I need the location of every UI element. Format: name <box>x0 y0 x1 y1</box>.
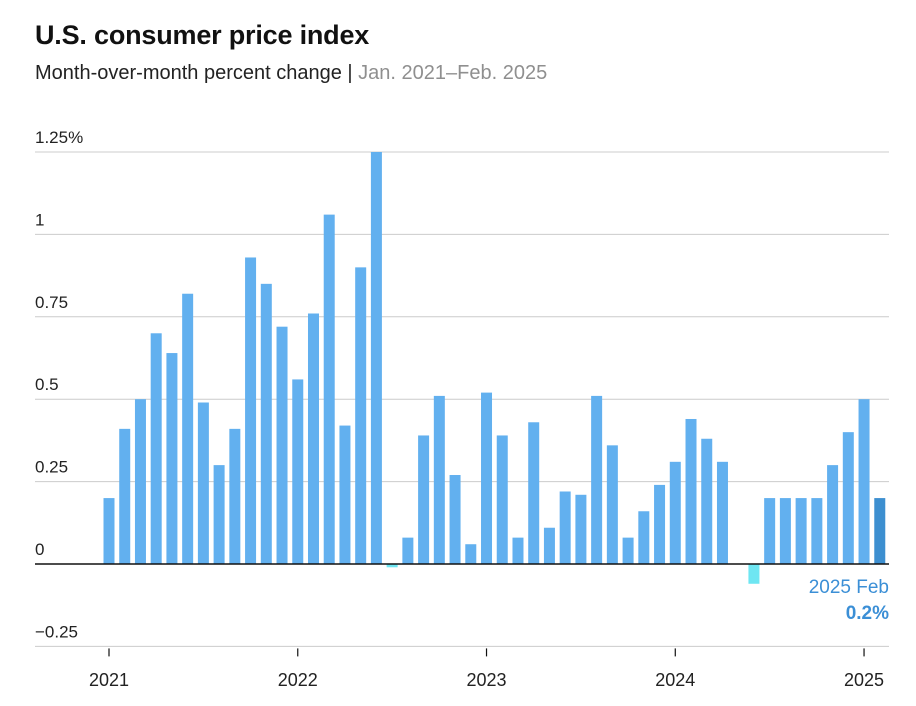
subtitle-main: Month-over-month percent change <box>35 62 342 84</box>
bar <box>638 511 650 564</box>
bar <box>166 353 178 564</box>
bar <box>103 498 115 564</box>
bar <box>134 399 146 564</box>
bar <box>764 498 776 564</box>
chart-subtitle: Month-over-month percent change | Jan. 2… <box>35 62 547 85</box>
grid-layer <box>35 151 889 647</box>
bar <box>858 399 870 564</box>
bar <box>323 214 335 564</box>
x-tick-label: 2024 <box>655 670 695 690</box>
bar <box>827 465 839 564</box>
y-axis: 1.25% 1 0.75 0.5 0.25 0 −0.25 <box>35 128 83 641</box>
bar <box>669 461 681 564</box>
bar <box>386 564 398 568</box>
annotation-date-label: 2025 Feb <box>809 577 889 598</box>
bar <box>182 293 194 564</box>
x-tick-label: 2021 <box>89 670 129 690</box>
bar <box>512 537 524 564</box>
bar <box>779 498 791 564</box>
bar <box>370 152 382 564</box>
bar <box>402 537 414 564</box>
x-axis: 2021 2022 2023 2024 2025 <box>89 648 884 690</box>
bar <box>842 432 854 564</box>
bar-layer <box>103 152 886 584</box>
bar <box>449 475 461 564</box>
bar <box>528 422 540 564</box>
bar <box>307 313 319 564</box>
y-tick-label: −0.25 <box>35 622 78 641</box>
y-tick-label: 0.25 <box>35 458 68 477</box>
bar <box>654 484 666 564</box>
bar <box>339 425 351 564</box>
bar <box>197 402 209 564</box>
bar <box>418 435 430 564</box>
subtitle-separator: | <box>347 62 353 84</box>
bar <box>559 491 571 564</box>
bar <box>119 428 131 564</box>
y-tick-label: 0.5 <box>35 375 59 394</box>
chart-title: U.S. consumer price index <box>35 20 370 50</box>
bar <box>355 267 367 564</box>
x-tick-label: 2022 <box>278 670 318 690</box>
subtitle-date-range: Jan. 2021–Feb. 2025 <box>358 62 548 84</box>
bar <box>260 283 272 564</box>
annotation-layer: 2025 Feb 0.2% <box>809 577 889 624</box>
bar <box>213 465 225 564</box>
bar <box>622 537 634 564</box>
bar <box>811 498 823 564</box>
y-tick-label: 0.75 <box>35 293 68 312</box>
bar <box>433 395 445 564</box>
bar <box>292 379 304 564</box>
bar <box>276 326 288 564</box>
x-tick-label: 2023 <box>466 670 506 690</box>
bar <box>701 438 713 564</box>
y-tick-label: 1.25% <box>35 128 83 147</box>
bar <box>606 445 618 564</box>
bar <box>481 392 493 564</box>
bar <box>245 257 257 564</box>
y-tick-label: 0 <box>35 540 44 559</box>
x-tick-label: 2025 <box>844 670 884 690</box>
bar <box>150 333 162 564</box>
bar <box>229 428 241 564</box>
bar <box>591 395 603 564</box>
bar <box>465 544 477 564</box>
annotation-value-label: 0.2% <box>846 603 889 624</box>
bar <box>543 527 555 564</box>
bar <box>575 494 587 564</box>
bar <box>795 498 807 564</box>
y-tick-label: 1 <box>35 210 44 229</box>
bar <box>748 564 760 584</box>
bar <box>685 418 697 564</box>
bar <box>874 498 886 564</box>
bar <box>716 461 728 564</box>
bar <box>496 435 508 564</box>
